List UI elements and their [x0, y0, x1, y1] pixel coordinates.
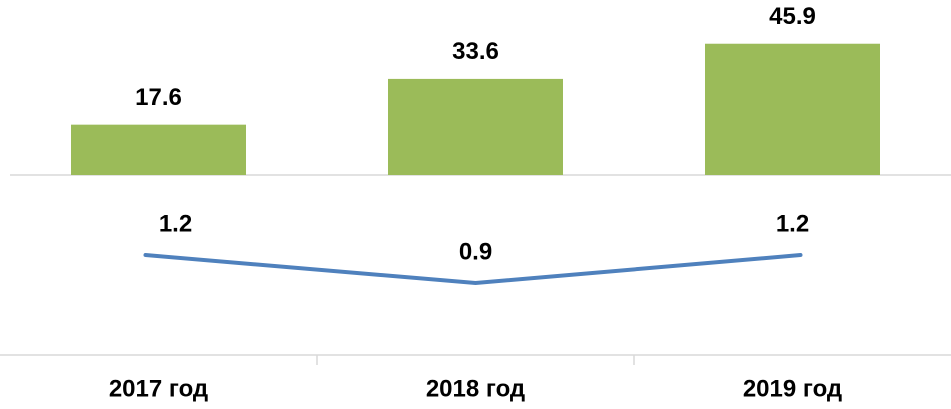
bar	[71, 124, 246, 175]
line	[143, 253, 803, 286]
data-label: 33.6	[452, 38, 499, 65]
data-label: 45.9	[769, 3, 816, 30]
data-label: 0.9	[459, 238, 492, 265]
data-label: 1.2	[159, 210, 192, 237]
bar	[388, 78, 563, 175]
bar	[705, 43, 880, 176]
data-label: 17.6	[135, 84, 182, 111]
x-tick-label: 2018 год	[426, 375, 525, 402]
data-label: 1.2	[776, 210, 809, 237]
x-tick-label: 2019 год	[743, 375, 842, 402]
x-tick-label: 2017 год	[109, 375, 208, 402]
